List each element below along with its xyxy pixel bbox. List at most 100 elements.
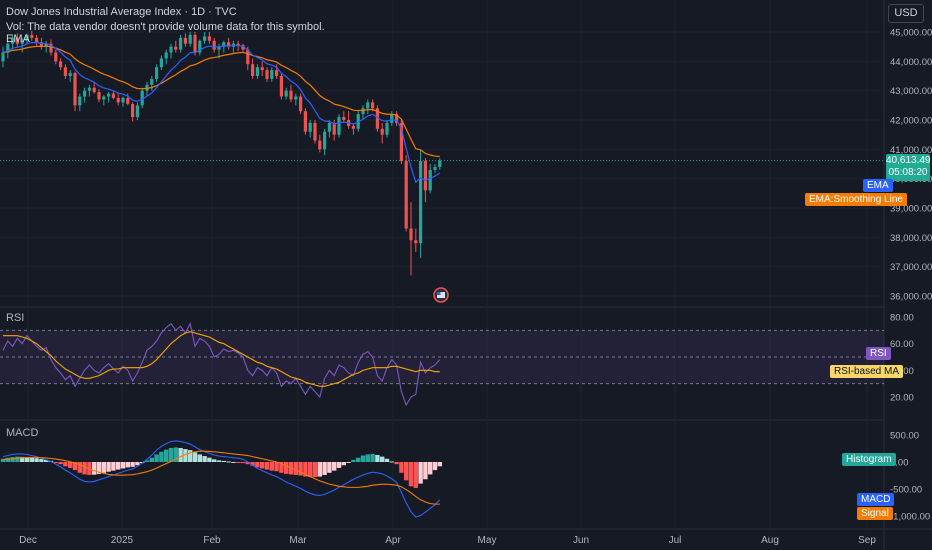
candle-body	[222, 42, 226, 47]
candle-body	[44, 43, 48, 47]
chart-title: Dow Jones Industrial Average Index · 1D …	[6, 6, 237, 18]
histogram-bar	[188, 450, 193, 462]
histogram-bar	[269, 462, 274, 471]
candle-body	[92, 87, 96, 93]
candle-body	[63, 67, 67, 76]
candle-body	[409, 228, 413, 241]
histogram-bar	[375, 454, 380, 462]
macd-tick-label: 500.00	[890, 431, 919, 442]
time-tick-label: Aug	[761, 535, 779, 546]
price-tick-label: 39,000.00	[890, 204, 932, 215]
rsi-line	[2, 322, 441, 407]
macd-tick-label: 0.00	[890, 458, 909, 469]
candle-body	[203, 36, 207, 41]
candle-body	[116, 98, 120, 103]
rsi-ma-badge: RSI-based MA	[830, 365, 904, 378]
histogram-bar	[365, 454, 370, 462]
histogram-bar	[303, 462, 308, 477]
candle-body	[428, 169, 432, 191]
histogram-bar	[317, 462, 322, 477]
histogram-bar	[10, 457, 15, 462]
histogram-bar	[389, 461, 394, 463]
candle-body	[207, 36, 211, 41]
volume-note: Vol: The data vendor doesn't provide vol…	[6, 21, 325, 33]
time-tick-label: Feb	[203, 535, 221, 546]
candle-body	[318, 140, 322, 150]
histogram-bar	[192, 452, 198, 462]
histogram-bar	[197, 454, 202, 462]
candle-body	[102, 96, 106, 100]
candle-body	[212, 40, 216, 50]
histogram-bar	[130, 462, 135, 467]
time-tick-label: Sep	[858, 535, 876, 546]
candle-body	[193, 34, 197, 53]
histogram-bar	[0, 458, 6, 462]
candle-body	[423, 161, 427, 191]
candle-body	[150, 78, 154, 85]
histogram-bar	[279, 462, 284, 473]
histogram-bar	[231, 462, 236, 463]
macd-line	[2, 440, 441, 518]
candle-body	[198, 40, 202, 53]
candle-body	[279, 76, 283, 97]
histogram-bar	[216, 460, 222, 462]
candle-body	[289, 90, 293, 100]
last-price-tag: 40,613.49 05:08:20	[886, 154, 931, 181]
histogram-bar	[183, 449, 188, 462]
candle-body	[260, 67, 264, 71]
currency-button[interactable]: USD	[888, 4, 924, 23]
histogram-bar	[399, 462, 404, 473]
price-tick-label: 37,000.00	[890, 262, 932, 273]
rsi-tick-label: 20.00	[890, 393, 914, 404]
histogram-bar	[293, 462, 298, 475]
price-tick-label: 38,000.00	[890, 233, 932, 244]
histogram-bar	[82, 462, 87, 475]
histogram-bar	[413, 462, 418, 488]
candle-body	[97, 92, 101, 100]
candle-body	[414, 240, 418, 244]
histogram-bar	[154, 454, 159, 462]
histogram-bar	[423, 462, 428, 480]
time-tick-label: Jun	[573, 535, 589, 546]
candle-body	[121, 98, 125, 103]
histogram-bar	[29, 457, 34, 462]
histogram-bar	[44, 459, 49, 462]
candle-body	[308, 122, 312, 132]
candle-body	[83, 90, 87, 97]
signal-line	[2, 450, 440, 505]
macd-pane-title: MACD	[6, 427, 39, 439]
histogram-bar	[168, 447, 174, 462]
candle-body	[140, 90, 144, 106]
candle-body	[342, 117, 346, 120]
candle-body	[337, 117, 341, 135]
candle-body	[39, 42, 43, 47]
candle-body	[395, 114, 399, 123]
event-flag-icon-inner	[437, 292, 445, 298]
ema-legend-label[interactable]: EMA	[6, 33, 30, 45]
candle-body	[385, 122, 389, 135]
histogram-bar	[53, 462, 58, 463]
candle-body	[174, 46, 178, 50]
histogram-bar	[101, 462, 106, 473]
candle-body	[73, 73, 77, 106]
macd-tick-label: -1,000.00	[890, 512, 930, 523]
candle-body	[25, 34, 29, 41]
histogram-bar	[24, 457, 30, 462]
candle-body	[159, 58, 163, 68]
ema-smoothing-badge: EMA:Smoothing Line	[805, 193, 907, 206]
histogram-bar	[346, 462, 351, 463]
histogram-bar	[116, 462, 121, 470]
rsi-tick-label: 80.00	[890, 313, 914, 324]
candle-body	[332, 122, 336, 135]
rsi-ma-line	[3, 331, 440, 387]
candle-body	[217, 46, 221, 50]
histogram-bar	[245, 462, 250, 465]
candle-body	[313, 122, 317, 141]
candle-body	[380, 128, 384, 135]
candle-body	[20, 40, 24, 44]
price-tick-label: 36,000.00	[890, 292, 932, 303]
macd-badge: MACD	[857, 493, 895, 506]
histogram-bar	[341, 462, 346, 466]
candle-body	[419, 161, 423, 244]
